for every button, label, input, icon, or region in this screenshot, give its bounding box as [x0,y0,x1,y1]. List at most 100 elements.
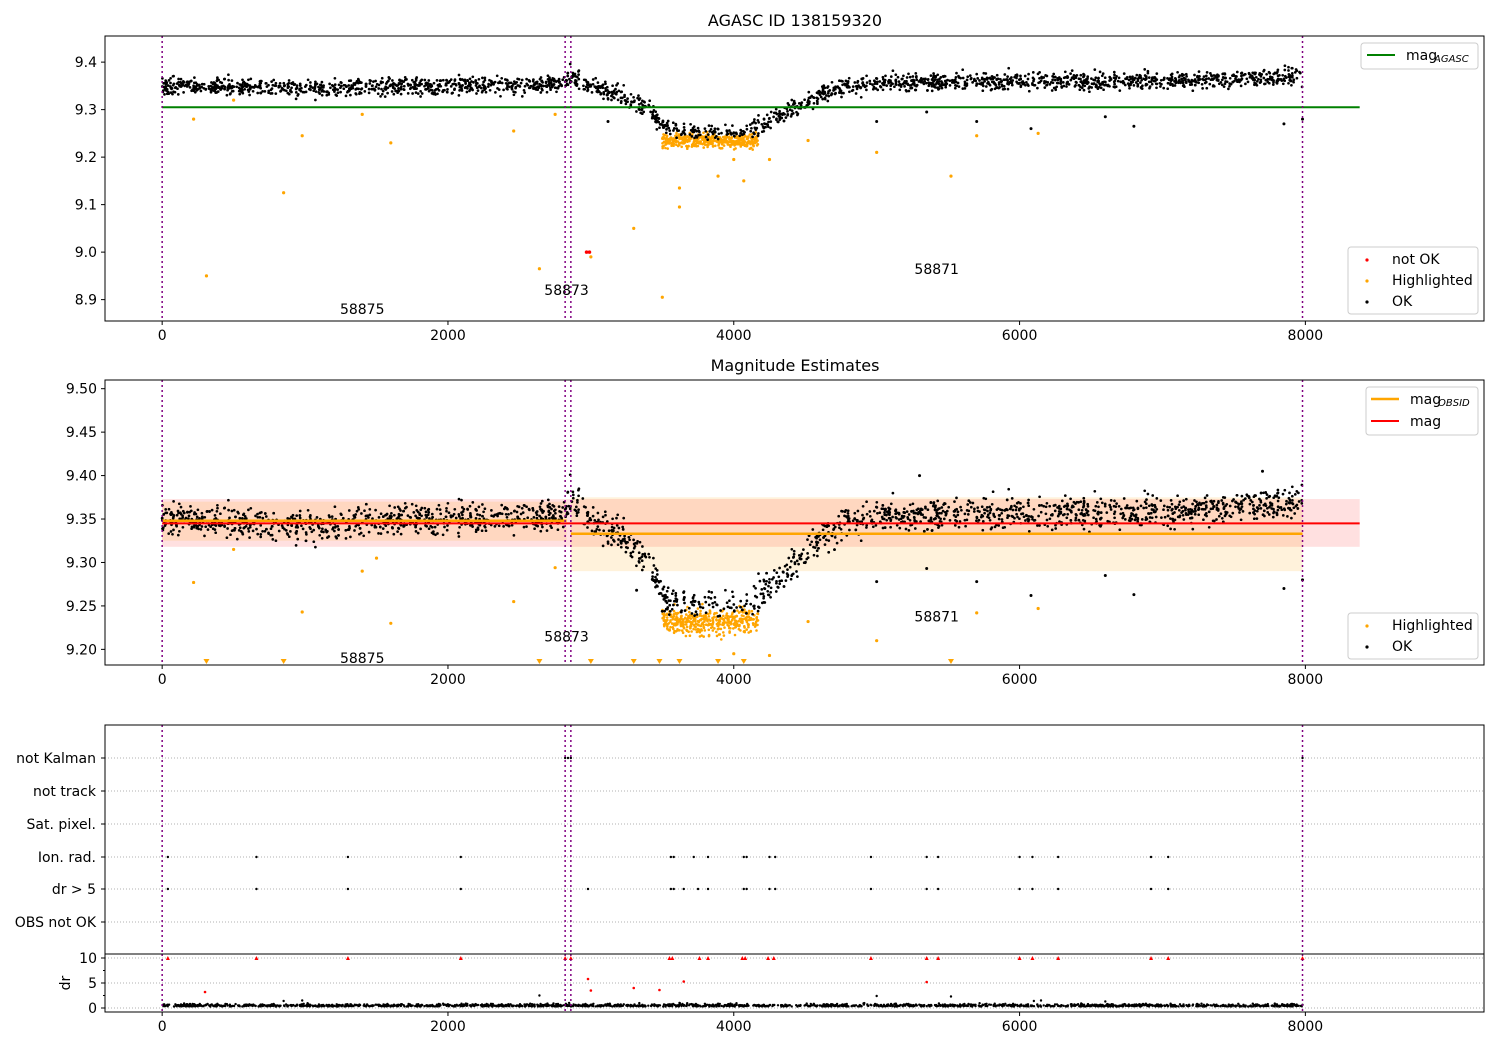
ok-point [414,514,417,518]
ok-point [973,507,976,511]
ok-point [790,98,794,102]
ok-point [400,513,404,517]
ok-point [1221,75,1225,79]
ok-point [1088,90,1091,94]
ok-point [1128,86,1131,90]
highlighted-point [749,629,753,633]
ok-point [865,74,868,78]
ok-point [602,97,605,101]
ok-point [850,89,854,93]
ok-point [690,135,694,138]
ok-point [232,508,236,512]
ok-point [402,87,405,91]
ok-point [703,595,707,599]
ok-point [347,84,351,87]
ok-point [751,135,754,139]
ok-point [718,614,722,618]
ok-point [398,507,401,511]
ok-point [640,559,644,563]
ok-point [298,509,302,513]
ok-point [351,84,355,88]
highlighted-point [749,142,752,146]
ok-point [819,95,823,99]
highlighted-outlier-point [875,150,879,154]
ok-point [1228,84,1231,88]
ok-point [614,92,618,95]
ok-point [535,80,539,84]
ok-point [605,520,609,523]
ok-point [964,524,967,528]
ok-point [577,77,581,81]
ok-point [1155,497,1159,500]
ok-point [179,77,183,81]
ok-point [615,516,618,520]
ok-point [1259,78,1263,82]
ok-point [163,524,167,527]
ok-point [861,77,865,80]
ok-point [904,527,908,531]
ok-point [1094,85,1098,89]
ok-point [314,90,318,93]
ok-point [786,568,789,571]
ok-point [428,517,431,520]
highlighted-point [683,139,687,142]
ok-point [460,506,464,509]
ok-point [390,511,393,515]
ok-point [927,84,931,88]
ok-point [1252,504,1255,507]
ok-point [844,79,848,83]
ok-point [290,516,294,519]
highlighted-point [726,623,729,627]
ok-point [1247,71,1251,75]
ok-point [1215,503,1219,507]
ok-point [314,80,317,84]
ok-point [1031,83,1034,86]
ok-point [703,127,707,130]
ok-point [757,572,760,575]
ok-point [894,80,898,84]
ok-point [547,509,551,513]
ok-point [945,509,949,513]
ok-point [934,508,938,512]
ok-point [556,86,560,90]
ok-point [1168,77,1172,80]
ok-point [384,524,388,528]
ok-point [957,85,961,88]
ok-point [876,511,879,515]
ok-point [707,124,711,127]
ok-point [881,75,885,79]
ok-point [398,82,402,86]
ok-point [229,85,232,88]
highlighted-point [704,614,707,617]
ok-point [604,513,607,517]
ok-point [606,540,610,544]
ok-point [1000,511,1004,515]
ok-point [396,505,400,509]
panel2-title: Magnitude Estimates [711,356,880,375]
ok-point [606,96,610,100]
ok-point [285,532,289,535]
ok-point [1169,73,1173,77]
highlighted-point [750,609,754,613]
ok-point [597,85,600,88]
ok-point [1109,508,1113,511]
ok-point [596,81,600,84]
ok-point [385,512,389,516]
ok-point [858,85,862,89]
ok-point [821,97,825,101]
ok-point [430,84,434,88]
ok-point [556,528,560,532]
ok-point [790,547,794,551]
ok-point [1069,78,1073,82]
highlighted-point [748,133,752,136]
ok-point [498,512,502,515]
ok-point [1229,515,1233,519]
ok-point [693,599,697,603]
ok-point [778,582,782,586]
ok-point [713,136,717,139]
ok-point [466,84,470,88]
ok-outlier-point [1282,122,1286,126]
ok-point [1053,509,1057,513]
ok-point [1208,82,1212,86]
ok-point [548,84,551,87]
